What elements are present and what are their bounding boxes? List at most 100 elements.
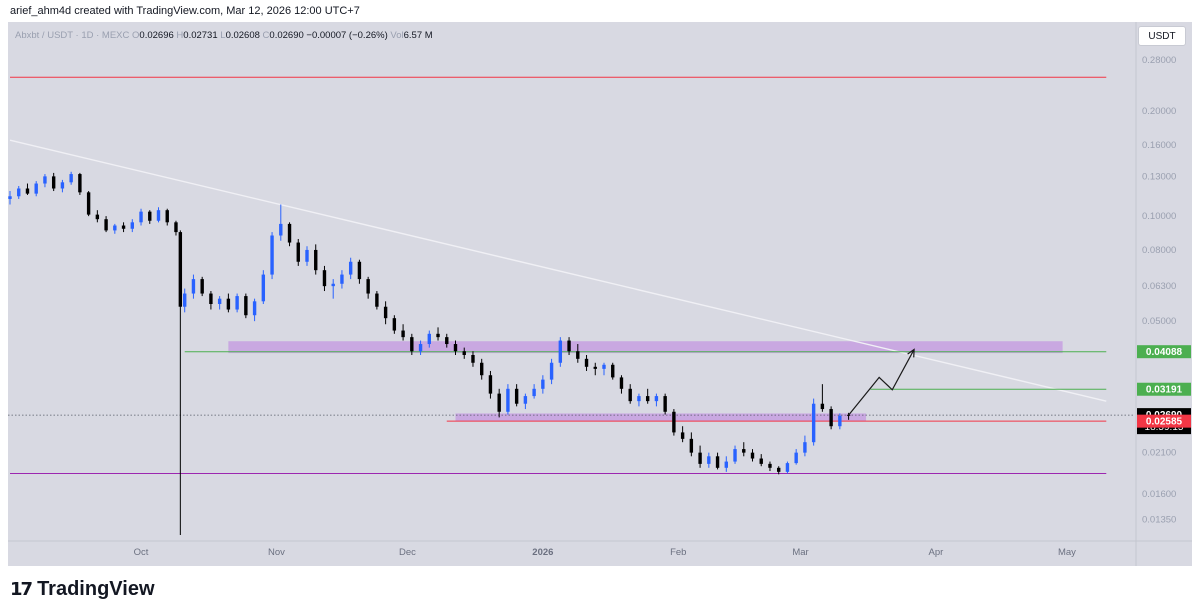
candle-body-38 (331, 283, 335, 287)
candle-body-64 (558, 340, 563, 363)
candle-body-85 (742, 449, 746, 453)
open-label: O (132, 30, 140, 41)
candle-body-57 (497, 393, 501, 412)
price-label-box-1 (1137, 382, 1191, 396)
candle-body-45 (392, 318, 397, 331)
candle-body-39 (340, 274, 344, 284)
candle-body-12 (113, 225, 117, 231)
open-value: 0.02696 (139, 30, 174, 41)
price-label-text-3: 0.02585 (1146, 417, 1183, 428)
candle-body-94 (820, 403, 825, 410)
volume-value: 6.57 M (403, 30, 433, 41)
candle-body-31 (270, 235, 274, 275)
candle-body-42 (366, 279, 370, 294)
y-tick-label-6: 0.06300 (1142, 281, 1176, 292)
tradingview-logo[interactable]: 17 TradingView (10, 578, 155, 601)
candle-body-26 (226, 298, 231, 310)
x-tick-label-1: Nov (268, 547, 285, 558)
candle-body-58 (506, 388, 510, 412)
candle-body-89 (777, 467, 781, 472)
candle-body-32 (279, 223, 283, 236)
candle-body-93 (811, 403, 816, 443)
close-label: C (262, 30, 270, 41)
currency-button[interactable]: USDT (1138, 26, 1186, 46)
candle-body-68 (593, 366, 597, 369)
x-tick-label-6: Apr (929, 547, 944, 558)
candle-body-41 (357, 261, 362, 280)
candle-body-90 (785, 463, 790, 472)
y-tick-label-2: 0.16000 (1142, 140, 1176, 151)
tradingview-wordmark: TradingView (37, 578, 155, 600)
candle-body-62 (541, 379, 545, 389)
candle-body-49 (427, 333, 431, 345)
candle-body-4 (43, 176, 47, 184)
x-tick-label-0: Oct (134, 547, 149, 558)
candle-body-1 (17, 188, 21, 197)
candle-body-92 (803, 442, 807, 453)
candle-body-20 (178, 232, 183, 307)
close-value: 0.02690 (269, 30, 304, 41)
candle-body-71 (619, 377, 624, 389)
y-tick-label-0: 0.28000 (1142, 55, 1176, 66)
candle-body-21 (183, 293, 187, 307)
candle-body-72 (628, 388, 632, 402)
candle-body-54 (471, 354, 475, 363)
candle-body-84 (733, 449, 737, 462)
low-value: 0.02608 (225, 30, 260, 41)
candle-body-82 (715, 456, 720, 468)
candle-body-88 (768, 463, 772, 468)
candle-body-36 (314, 249, 318, 271)
tradingview-mark-icon: 17 (10, 579, 33, 600)
candle-body-79 (689, 438, 694, 453)
candle-body-30 (261, 274, 266, 302)
y-tick-label-7: 0.05000 (1142, 316, 1176, 327)
candle-body-44 (383, 306, 388, 319)
candle-body-23 (200, 279, 204, 294)
candle-body-9 (86, 192, 91, 215)
candle-body-3 (34, 183, 38, 194)
y-tick-label-1: 0.20000 (1142, 106, 1176, 117)
chart-area[interactable]: 0.28000 0.20000 0.16000 0.13000 0.10000 0.080… (8, 22, 1192, 566)
candle-body-75 (654, 396, 659, 402)
candle-body-10 (95, 214, 100, 220)
candle-body-28 (244, 296, 248, 316)
candle-body-50 (436, 333, 440, 338)
candle-body-47 (410, 337, 414, 352)
y-tick-label-13: 0.01350 (1142, 515, 1176, 526)
candle-body-95 (829, 409, 833, 427)
candle-body-59 (514, 388, 519, 404)
candle-body-29 (252, 301, 257, 316)
candle-body-52 (453, 344, 458, 352)
candle-body-60 (523, 396, 528, 404)
y-tick-label-5: 0.08000 (1142, 245, 1176, 256)
zone-rect-0 (228, 341, 1063, 354)
candle-body-67 (584, 358, 589, 367)
candle-body-70 (611, 364, 615, 378)
y-tick-label-3: 0.13000 (1142, 171, 1176, 182)
candle-body-81 (707, 456, 711, 464)
candle-body-63 (549, 362, 554, 380)
candle-body-5 (51, 176, 56, 189)
high-value: 0.02731 (183, 30, 218, 41)
y-tick-label-4: 0.10000 (1142, 211, 1176, 222)
x-tick-label-7: May (1058, 547, 1076, 558)
candle-body-7 (69, 174, 73, 183)
candle-body-11 (104, 219, 108, 231)
candle-body-80 (698, 452, 702, 464)
y-tick-label-11: 0.02100 (1142, 448, 1176, 459)
low-label: L (220, 30, 226, 41)
candle-body-18 (165, 210, 169, 223)
zone-rect-1 (455, 413, 867, 422)
price-label-text-0: 0.04088 (1146, 347, 1183, 358)
x-tick-label-2: Dec (399, 547, 416, 558)
candle-body-61 (532, 388, 536, 397)
candle-body-73 (637, 396, 641, 402)
x-tick-label-4: Feb (670, 547, 686, 558)
y-tick-label-12: 0.01600 (1142, 489, 1176, 500)
price-label-box-0 (1137, 345, 1191, 359)
candle-body-74 (645, 396, 650, 402)
candle-body-53 (462, 351, 466, 355)
descending-trendline (9, 139, 1107, 402)
candlestick-chart: 0.28000 0.20000 0.16000 0.13000 0.10000 0.080… (8, 22, 1192, 566)
candle-body-77 (672, 411, 676, 433)
